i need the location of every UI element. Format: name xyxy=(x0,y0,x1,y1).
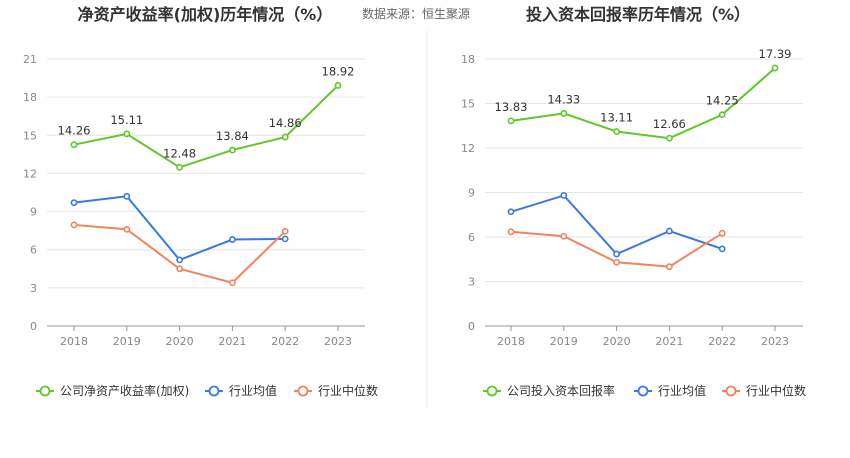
chart-2-series-2-point xyxy=(718,245,726,253)
chart-1-y-tick-label: 18 xyxy=(23,91,37,104)
chart-1-series-2-point xyxy=(228,236,236,243)
chart-2-legend-swatch-marker xyxy=(486,385,498,397)
chart-2-x-tick-label: 2020 xyxy=(603,335,631,348)
chart-2-series-1-point xyxy=(507,117,515,125)
chart-2-y-tick-label: 9 xyxy=(468,187,475,200)
chart-2-series-2-line xyxy=(510,194,723,256)
chart-1-title: 净资产收益率(加权)历年情况（%） xyxy=(78,5,333,24)
chart-2-data-label: 17.39 xyxy=(759,47,792,61)
chart-1-x-tick-label: 2022 xyxy=(271,335,299,348)
chart-1-series-1-line xyxy=(73,84,339,169)
chart-1-x-tick-label: 2021 xyxy=(218,335,246,348)
chart-1-data-label: 12.48 xyxy=(163,146,196,160)
chart-2-y-tick-label: 12 xyxy=(461,142,475,155)
chart-1-legend-swatch-marker xyxy=(39,385,51,397)
chart-1-x-tick-label: 2018 xyxy=(60,335,88,348)
chart-2-series-3-point xyxy=(560,232,568,240)
chart-2-y-tick-label: 3 xyxy=(468,276,475,289)
chart-2-series-2-point xyxy=(560,192,568,199)
chart-2-y-tick-label: 15 xyxy=(461,98,475,111)
chart-2-series-2-point xyxy=(613,250,620,258)
chart-1-legend-label: 行业中位数 xyxy=(318,383,378,398)
chart-2-legend-swatch-marker xyxy=(637,385,649,397)
chart-2-x-tick-label: 2023 xyxy=(761,335,789,348)
chart-1-series-1-point xyxy=(176,163,183,171)
chart-2-series-2-point xyxy=(666,227,673,235)
chart-2-title: 投入资本回报率历年情况（%） xyxy=(526,5,750,24)
chart-2-legend-label: 行业均值 xyxy=(658,383,706,398)
chart-1-data-label: 14.86 xyxy=(269,116,302,130)
chart-1-series-2-point xyxy=(70,199,78,207)
chart-1-y-tick-label: 0 xyxy=(30,320,37,333)
chart-1-series-2-point xyxy=(123,192,131,200)
chart-2-data-label: 13.83 xyxy=(495,100,528,114)
chart-1-series-1-point xyxy=(123,130,131,138)
chart-1-x-tick-label: 2020 xyxy=(166,335,194,348)
chart-2-x-tick-label: 2022 xyxy=(708,335,736,348)
chart-1-legend-label: 公司净资产收益率(加权) xyxy=(60,383,189,398)
chart-1-series-3-point xyxy=(281,227,289,235)
chart-1-y-tick-label: 12 xyxy=(23,167,37,180)
chart-1-series-1-point xyxy=(228,146,236,154)
chart-1-data-label: 18.92 xyxy=(322,64,355,78)
chart-1-data-label: 14.26 xyxy=(58,124,91,138)
chart-1-data-label: 15.11 xyxy=(110,113,143,127)
chart-2-data-label: 14.25 xyxy=(706,94,739,108)
chart-2-data-label: 14.33 xyxy=(547,92,580,106)
chart-2-legend-label: 行业中位数 xyxy=(746,383,806,398)
chart-2-legend-label: 公司投入资本回报率 xyxy=(507,383,615,398)
chart-1-y-tick-label: 21 xyxy=(23,53,37,66)
chart-1-legend-label: 行业均值 xyxy=(229,383,277,398)
data-source-note: 数据来源：恒生聚源 xyxy=(362,6,470,21)
chart-2-series-1-point xyxy=(666,134,673,142)
chart-2-series-1-point xyxy=(560,110,568,117)
chart-1-series-3-line xyxy=(73,223,286,284)
chart-2-series-3-point xyxy=(666,263,673,271)
chart-1-x-tick-label: 2023 xyxy=(324,335,352,348)
chart-1-y-tick-label: 15 xyxy=(23,129,37,142)
chart-2-x-tick-label: 2018 xyxy=(497,335,525,348)
chart-1-y-tick-label: 9 xyxy=(30,206,37,219)
chart-1-data-label: 13.84 xyxy=(216,129,249,143)
chart-2-data-label: 12.66 xyxy=(653,117,686,131)
chart-1-y-tick-label: 6 xyxy=(30,244,37,257)
chart-2-series-1-point xyxy=(718,111,726,119)
chart-2-y-tick-label: 6 xyxy=(468,231,475,244)
chart-1-series-2-point xyxy=(176,256,183,264)
chart-1-y-tick-label: 3 xyxy=(30,282,37,295)
chart-2-series-3-point xyxy=(718,229,726,237)
chart-2-y-tick-label: 0 xyxy=(468,320,475,333)
chart-2-data-label: 13.11 xyxy=(600,111,633,125)
chart-1-x-tick-label: 2019 xyxy=(113,335,141,348)
charts-group: 0 3 6 9 12 15 18 21 2018 2019 2020 2021 2022 2023 14.2… xyxy=(23,47,806,398)
chart-1-series-3-point xyxy=(176,265,183,273)
chart-1-series-3-point xyxy=(228,279,236,287)
chart-2-series-2-point xyxy=(507,208,515,216)
chart-2-x-tick-label: 2021 xyxy=(655,335,683,348)
chart-1-series-1-point xyxy=(70,141,78,149)
chart-1-series-1-point xyxy=(281,133,289,141)
chart-1-legend-swatch-marker xyxy=(297,385,309,397)
chart-2-y-tick-label: 18 xyxy=(461,53,475,66)
chart-2-series-3-point xyxy=(613,258,620,266)
chart-2-series-1-point xyxy=(771,64,779,72)
chart-1-series-2-point xyxy=(281,235,289,243)
chart-2-series-1-line xyxy=(510,67,776,140)
chart-1-series-1-point xyxy=(334,82,342,89)
chart-1-legend-swatch-marker xyxy=(208,385,220,397)
chart-2-x-tick-label: 2019 xyxy=(550,335,578,348)
chart-2-legend-swatch-marker xyxy=(725,385,737,397)
chart-1-series-3-point xyxy=(123,225,131,233)
chart-2-series-3-point xyxy=(507,228,515,236)
chart-2-series-1-point xyxy=(613,128,620,135)
chart-1-series-3-point xyxy=(70,221,78,229)
